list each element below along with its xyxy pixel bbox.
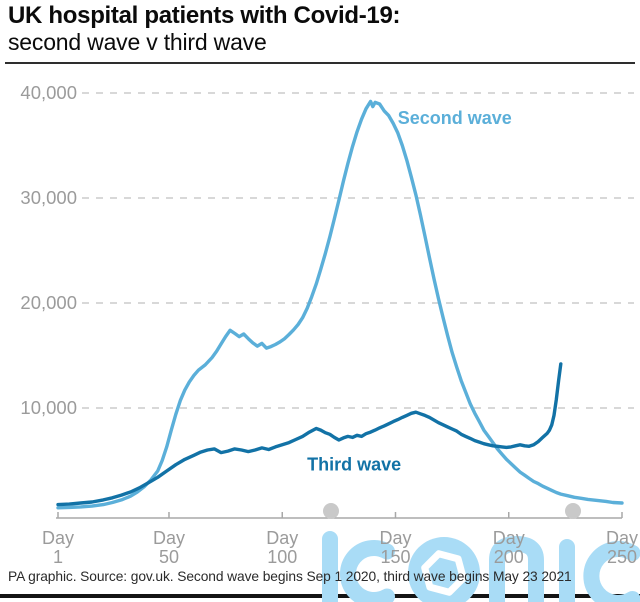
- series-line-second-wave: [56, 99, 624, 510]
- x-axis-label-word: Day: [493, 528, 525, 548]
- hexagon-icon: [421, 550, 467, 596]
- bottom-divider: [0, 594, 640, 598]
- page-title: UK hospital patients with Covid-19:: [8, 2, 401, 29]
- series-label-second-wave: Second wave: [398, 108, 512, 128]
- page-subtitle: second wave v third wave: [8, 29, 267, 55]
- series-group: [56, 99, 624, 510]
- x-axis-label-word: Day: [379, 528, 411, 548]
- x-axis-label-word: Day: [266, 528, 298, 548]
- grid-group: [82, 92, 634, 409]
- watermark-letter-c: [339, 540, 395, 602]
- x-axis-label-word: Day: [153, 528, 185, 548]
- x-axis-label-number: 150: [380, 547, 410, 567]
- x-axis-label-number: 1: [53, 547, 63, 567]
- y-axis-label: 40,000: [20, 82, 77, 103]
- y-axis-labels-group: 10,000 20,000 30,000 40,000: [20, 82, 77, 418]
- x-axis-label-number: 250: [607, 547, 637, 567]
- x-axis-group: [56, 512, 623, 519]
- x-axis-label-number: 100: [267, 547, 297, 567]
- iconic-watermark: [322, 503, 640, 602]
- series-labels-group: Second wave Third wave: [307, 108, 512, 475]
- series-line-third-wave: [56, 362, 563, 507]
- source-note: PA graphic. Source: gov.uk. Second wave …: [8, 569, 572, 584]
- y-axis-label: 20,000: [20, 292, 77, 313]
- x-axis-label-word: Day: [606, 528, 638, 548]
- watermark-letter-n: [489, 535, 544, 602]
- y-axis-label: 10,000: [20, 397, 77, 418]
- series-label-third-wave: Third wave: [307, 455, 401, 475]
- x-axis-label-number: 50: [159, 547, 179, 567]
- y-axis-label: 30,000: [20, 187, 77, 208]
- x-axis-label-number: 200: [494, 547, 524, 567]
- watermark-i-dot: [323, 503, 339, 519]
- x-axis-label-word: Day: [42, 528, 74, 548]
- watermark-i-dot: [565, 503, 581, 519]
- title-divider: [5, 62, 635, 64]
- watermark-letter-c: [583, 541, 640, 602]
